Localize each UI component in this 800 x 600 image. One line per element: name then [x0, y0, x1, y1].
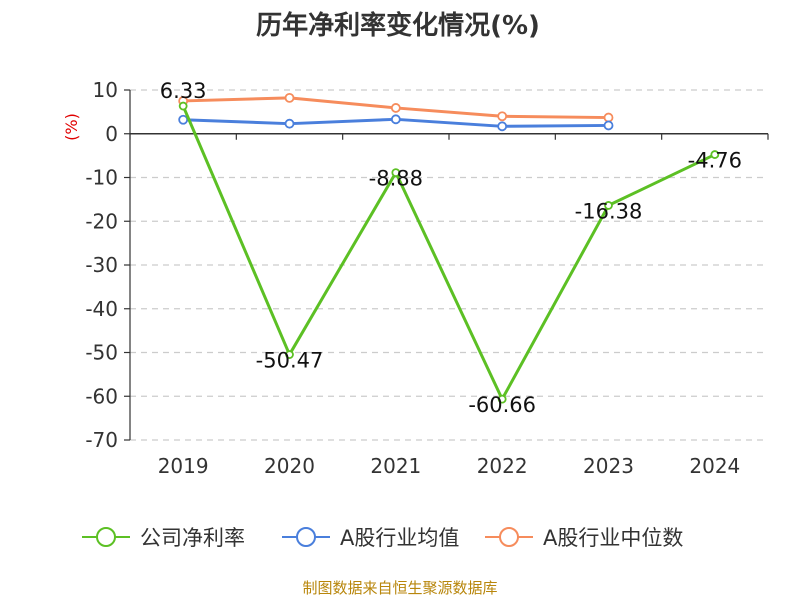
y-axis-unit: (%)	[62, 113, 81, 141]
data-label: -4.76	[688, 149, 742, 173]
x-tick-label: 2021	[370, 454, 421, 478]
y-tick-label: -20	[85, 209, 118, 233]
y-tick-label: -40	[85, 297, 118, 321]
x-tick-label: 2019	[158, 454, 209, 478]
legend-marker	[96, 527, 116, 547]
axes: 10 0 -10 -20 -30 -40 -50 -60 -70 2019 2020 2021 2022…	[85, 78, 769, 478]
series-point-0	[285, 350, 294, 359]
x-tick-label: 2020	[264, 454, 315, 478]
series-point-0	[497, 394, 507, 404]
data-label: -60.66	[468, 393, 536, 417]
grid-lines	[130, 89, 768, 441]
y-tick-label: -70	[85, 428, 118, 452]
series-point-2	[390, 103, 401, 113]
legend-marker	[296, 527, 316, 547]
series-point-0	[604, 201, 613, 210]
legend-item-2[interactable]: A股行业中位数	[485, 526, 683, 550]
y-tick-label: 10	[93, 78, 118, 102]
series-point-0	[391, 168, 401, 178]
data-label: 6.33	[160, 79, 207, 103]
series-point-1	[603, 120, 614, 131]
series-point-2	[284, 92, 295, 103]
series-point-0	[710, 150, 720, 159]
series-point-0	[178, 101, 188, 111]
y-tick-label: -60	[85, 384, 118, 408]
data-label: -8.88	[369, 167, 423, 191]
series	[178, 92, 720, 404]
x-tick-label: 2022	[477, 454, 528, 478]
x-tick-label: 2023	[583, 454, 634, 478]
legend-label: 公司净利率	[140, 526, 245, 550]
y-tick-label: 0	[105, 122, 118, 146]
x-tick-label: 2024	[689, 454, 740, 478]
y-tick-label: -30	[85, 253, 118, 277]
series-line-0	[181, 105, 716, 401]
data-label: -16.38	[575, 199, 643, 223]
series-point-2	[603, 112, 614, 123]
series-point-1	[390, 114, 401, 125]
data-source-note: 制图数据来自恒生聚源数据库	[302, 579, 497, 597]
y-tick-label: -10	[85, 166, 118, 190]
y-tick-label: -50	[85, 341, 118, 365]
series-point-1	[284, 118, 295, 129]
data-labels: 6.33 -50.47 -8.88 -60.66 -16.38 -4.76	[160, 79, 742, 417]
series-point-2	[497, 111, 508, 122]
series-point-1	[178, 114, 189, 125]
legend-label: A股行业均值	[340, 526, 459, 550]
data-label: -50.47	[256, 349, 324, 373]
legend-item-1[interactable]: A股行业均值	[282, 526, 459, 550]
legend-marker	[499, 527, 519, 547]
legend-item-0[interactable]: 公司净利率	[82, 526, 245, 550]
series-point-1	[497, 121, 508, 132]
legend[interactable]: 公司净利率 A股行业均值 A股行业中位数	[82, 526, 683, 550]
legend-label: A股行业中位数	[543, 526, 683, 550]
chart-title: 历年净利率变化情况(%)	[256, 10, 540, 41]
